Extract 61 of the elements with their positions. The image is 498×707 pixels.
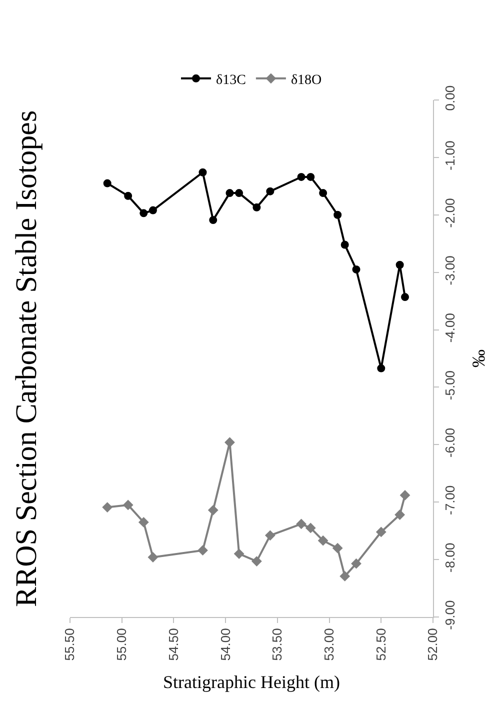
point [251, 556, 262, 566]
point [396, 260, 404, 269]
point [340, 240, 349, 249]
y-tick-label: -5.00 [442, 370, 458, 400]
x-tick-label: 54.00 [218, 628, 233, 661]
y-tick-label: -7.00 [442, 485, 458, 515]
point [138, 517, 149, 528]
point [235, 189, 244, 198]
point [352, 265, 360, 274]
y-tick-label: -8.00 [442, 542, 458, 572]
y-tick-label: 0.00 [442, 85, 458, 111]
y-tick-label: -1.00 [442, 140, 458, 170]
point [334, 210, 342, 219]
point [208, 504, 218, 516]
point [377, 364, 386, 372]
point [122, 500, 134, 510]
point [252, 203, 261, 212]
y-tick-label: -2.00 [442, 198, 458, 228]
point [264, 530, 276, 541]
point [332, 542, 343, 554]
point [297, 172, 306, 181]
point [266, 187, 274, 196]
point [400, 490, 410, 500]
point [351, 558, 362, 569]
point [306, 172, 315, 181]
point [305, 522, 316, 534]
x-tick-label: 53.50 [270, 628, 285, 661]
point [319, 189, 328, 198]
point [103, 179, 112, 188]
point [148, 552, 158, 562]
point [102, 502, 113, 512]
x-tick-label: 52.50 [373, 628, 388, 661]
legend-label: δ18O [290, 72, 322, 88]
point [209, 216, 218, 224]
point [401, 293, 409, 302]
point [148, 206, 157, 214]
point [140, 209, 148, 218]
point [376, 526, 386, 538]
x-tick-label: 54.50 [166, 628, 181, 661]
point [296, 518, 306, 530]
x-tick-label: 53.00 [322, 628, 337, 661]
point [318, 535, 328, 546]
point [226, 189, 234, 198]
point [340, 571, 350, 582]
x-tick-label: 55.50 [62, 628, 78, 661]
y-tick-label: -9.00 [442, 600, 458, 630]
y-tick-label: -3.00 [442, 256, 458, 286]
y-tick-label: -6.00 [442, 428, 458, 458]
point [124, 192, 132, 200]
x-tick-label: 55.00 [114, 628, 130, 661]
legend-label: δ13C [216, 72, 246, 88]
point [224, 437, 235, 448]
text: RROS Section Carbonate Stable Isotopes [10, 110, 43, 607]
point [198, 168, 207, 176]
y-tick-label: -4.00 [442, 313, 458, 343]
point [198, 545, 208, 556]
point [394, 510, 406, 520]
x-axis-title: Stratigraphic Height (m) [163, 672, 340, 692]
point [234, 548, 244, 560]
y-axis-title: ‰ [468, 350, 489, 368]
x-tick-label: 52.00 [425, 628, 440, 661]
